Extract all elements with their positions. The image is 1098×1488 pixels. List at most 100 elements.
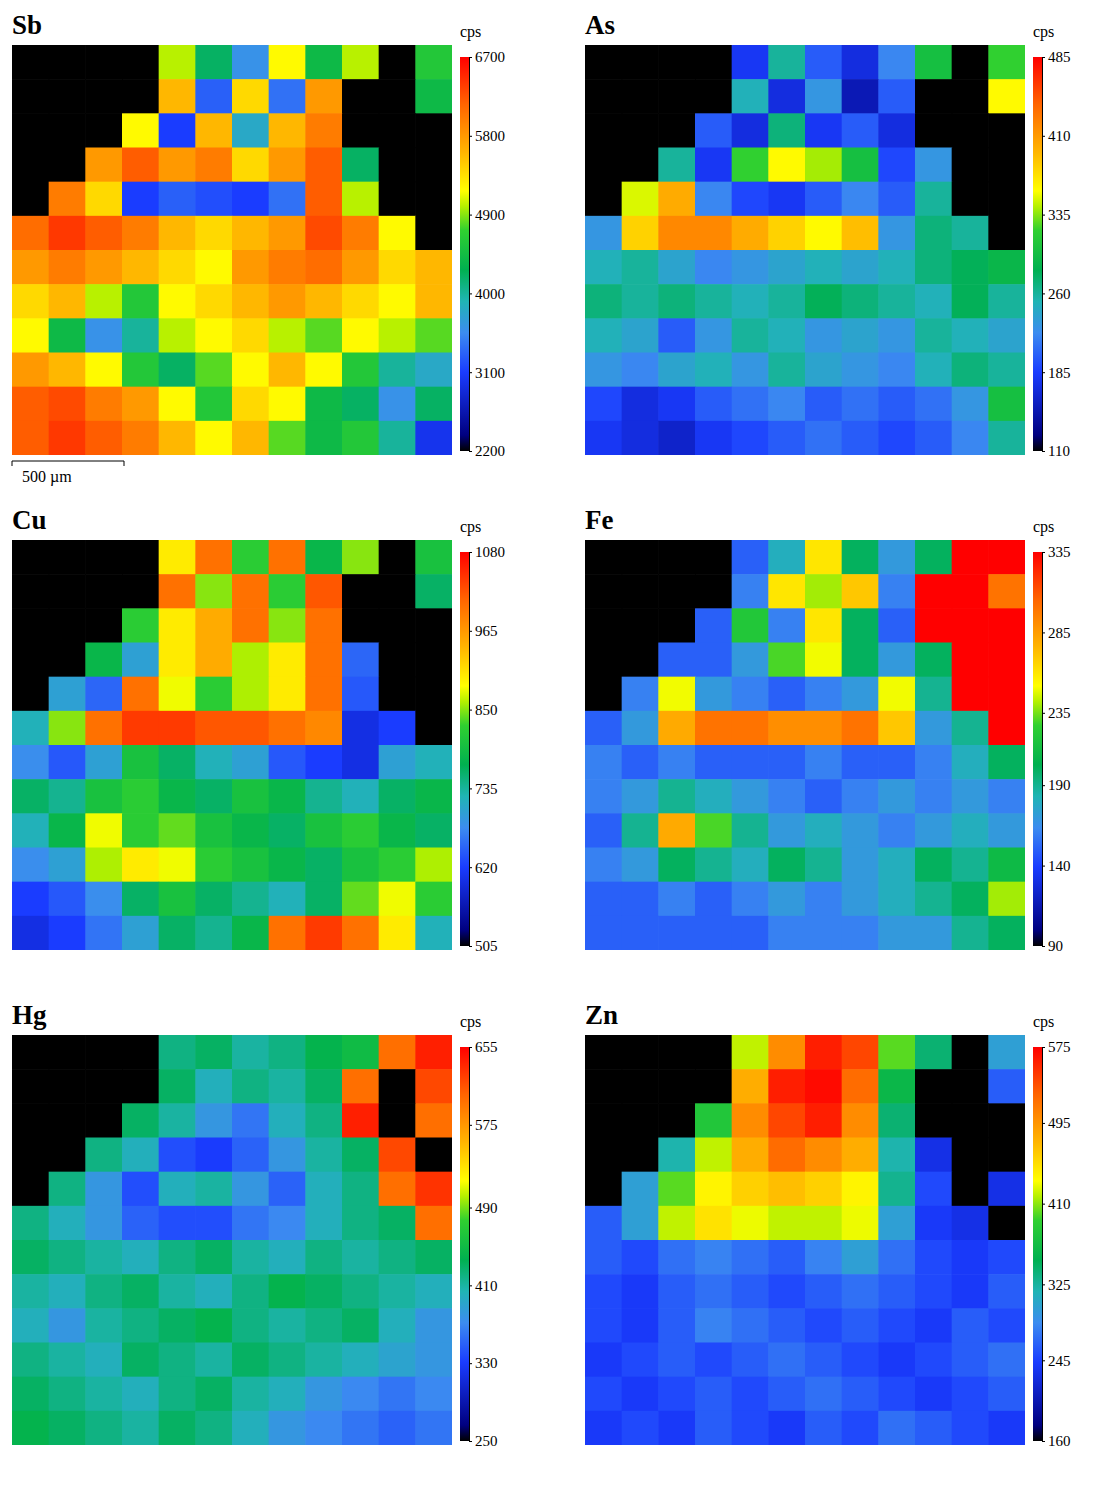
colorbar-tick-label: 110 <box>1048 443 1070 459</box>
heatmap-cell <box>658 848 695 883</box>
heatmap-cell <box>342 353 379 388</box>
heatmap-cell <box>732 813 769 848</box>
heatmap-cell <box>159 813 196 848</box>
heatmap-cell <box>305 1308 342 1343</box>
colorbar <box>1033 1047 1042 1441</box>
panel: Zn160245325410495575cps <box>585 1000 1071 1449</box>
heatmap-cell <box>732 113 769 148</box>
heatmap-cell <box>952 1411 989 1445</box>
heatmap-cell <box>878 540 915 575</box>
heatmap-cell <box>232 574 269 609</box>
heatmap-cell <box>805 848 842 883</box>
heatmap-cell <box>732 574 769 609</box>
heatmap-cell <box>732 284 769 319</box>
heatmap-cell <box>379 1138 416 1173</box>
heatmap-cell <box>878 916 915 950</box>
heatmap-cell <box>122 113 159 148</box>
heatmap-cell <box>379 387 416 422</box>
heatmap-cell <box>878 148 915 183</box>
heatmap-cell <box>952 916 989 950</box>
heatmap-cell <box>379 216 416 251</box>
heatmap-cell <box>12 284 49 319</box>
heatmap-cell <box>379 1343 416 1378</box>
colorbar-tick-mark <box>469 631 472 632</box>
heatmap-cell <box>952 284 989 319</box>
heatmap-cell <box>232 1172 269 1207</box>
heatmap-cell <box>379 916 416 950</box>
heatmap-cell <box>585 1411 622 1445</box>
heatmap-cell <box>952 1343 989 1378</box>
heatmap-cell <box>379 779 416 814</box>
heatmap-cell <box>122 148 159 183</box>
colorbar-tick-mark <box>469 136 472 137</box>
heatmap-cell <box>585 318 622 353</box>
heatmap-cell <box>232 1138 269 1173</box>
heatmap-cell <box>232 250 269 285</box>
heatmap-cell <box>732 779 769 814</box>
heatmap-cell <box>195 643 232 678</box>
heatmap-cell <box>842 353 879 388</box>
heatmap-cell <box>585 284 622 319</box>
heatmap-cell <box>952 813 989 848</box>
heatmap-cell <box>415 1103 452 1138</box>
heatmap-cell <box>85 1035 122 1070</box>
heatmap-cell <box>952 1138 989 1173</box>
heatmap-cell <box>842 882 879 917</box>
colorbar-label: cps <box>460 518 481 536</box>
heatmap-cell <box>305 1138 342 1173</box>
heatmap-cell <box>49 848 86 883</box>
heatmap-cell <box>878 1138 915 1173</box>
heatmap-cell <box>12 387 49 422</box>
heatmap-cell <box>195 79 232 114</box>
heatmap-cell <box>379 148 416 183</box>
colorbar-tick: 140 <box>1042 858 1071 874</box>
colorbar-tick: 190 <box>1042 777 1071 793</box>
heatmap-cell <box>159 1343 196 1378</box>
heatmap-cell <box>122 1308 159 1343</box>
heatmap-cell <box>49 45 86 80</box>
heatmap-cell <box>49 1172 86 1207</box>
heatmap-cell <box>195 1172 232 1207</box>
heatmap-cell <box>232 677 269 712</box>
colorbar-tick-mark <box>1042 136 1045 137</box>
heatmap-cell <box>732 250 769 285</box>
heatmap-cell <box>878 779 915 814</box>
heatmap-cell <box>415 216 452 251</box>
colorbar-tick-label: 575 <box>1048 1039 1071 1055</box>
colorbar-tick-label: 490 <box>475 1200 498 1216</box>
heatmap-cell <box>658 1069 695 1104</box>
heatmap-cell <box>49 1377 86 1412</box>
heatmap-cell <box>305 1343 342 1378</box>
heatmap-cell <box>915 421 952 455</box>
heatmap-cell <box>12 677 49 712</box>
colorbar-tick: 965 <box>469 623 498 639</box>
heatmap-cell <box>269 1206 306 1241</box>
colorbar <box>1033 552 1042 946</box>
heatmap-cell <box>768 916 805 950</box>
heatmap-cell <box>658 574 695 609</box>
heatmap-cell <box>415 182 452 217</box>
heatmap-cell <box>85 745 122 780</box>
heatmap-cell <box>658 1172 695 1207</box>
heatmap-cell <box>379 318 416 353</box>
heatmap-cell <box>342 318 379 353</box>
heatmap-cell <box>952 1069 989 1104</box>
heatmap-cell <box>342 711 379 746</box>
heatmap-cell <box>805 1206 842 1241</box>
heatmap-cell <box>415 813 452 848</box>
colorbar-tick: 330 <box>469 1355 498 1371</box>
colorbar-tick-mark <box>1042 632 1045 633</box>
colorbar-tick-label: 90 <box>1048 938 1063 954</box>
heatmap-cell <box>988 779 1025 814</box>
panel: Fe90140190235285335cps <box>585 505 1071 954</box>
heatmap-cell <box>842 318 879 353</box>
heatmap-cell <box>695 318 732 353</box>
heatmap-cell <box>85 1240 122 1275</box>
heatmap-cell <box>159 79 196 114</box>
heatmap-cell <box>878 216 915 251</box>
heatmap-cell <box>305 421 342 455</box>
colorbar-tick-mark <box>1042 372 1045 373</box>
heatmap-cell <box>232 882 269 917</box>
heatmap-cell <box>732 318 769 353</box>
heatmap-cell <box>768 882 805 917</box>
